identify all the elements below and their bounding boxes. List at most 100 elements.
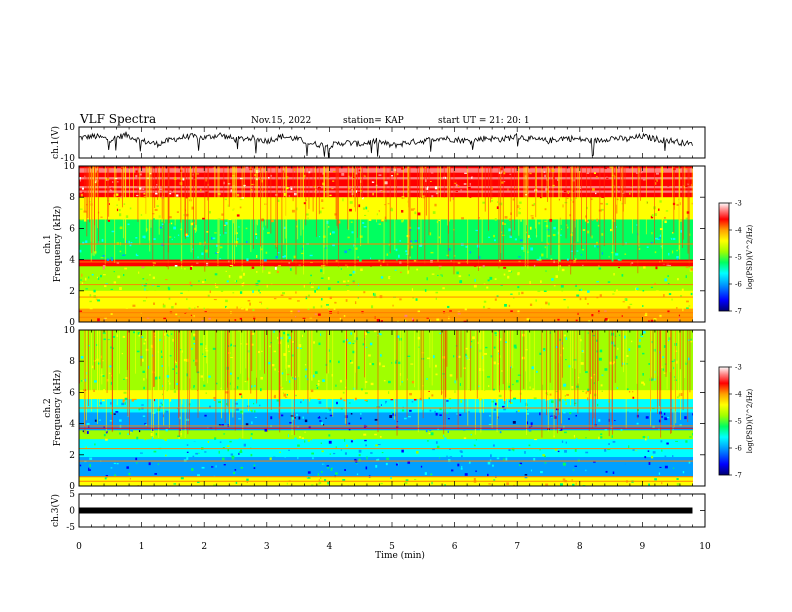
s2-streak: [680, 330, 681, 420]
s1-speckle: [576, 294, 580, 297]
s2-speckle: [470, 340, 473, 343]
s2-streak: [533, 330, 535, 390]
s1-speckle: [438, 219, 441, 222]
s2-speckle: [493, 388, 495, 391]
s2-speckle: [642, 331, 646, 334]
s2-speckle: [534, 468, 537, 470]
s2-speckle: [564, 450, 567, 453]
s1-band: [79, 261, 693, 265]
s2-speckle: [191, 348, 193, 350]
s2-speckle: [145, 348, 149, 351]
s1-speckle: [465, 245, 468, 248]
s2-speckle: [601, 462, 604, 464]
s2-speckle: [658, 419, 661, 423]
s2-speckle: [473, 477, 476, 481]
s1-speckle: [127, 278, 130, 281]
s1-speckle: [365, 206, 368, 210]
x-tick-label: 2: [201, 542, 207, 552]
s2-speckle: [203, 384, 206, 387]
s1-speckle: [429, 232, 432, 236]
s2-streak: [153, 330, 154, 388]
s1-speckle: [223, 224, 227, 226]
s1-speckle: [96, 303, 98, 306]
s1-speckle: [405, 268, 408, 272]
s2-speckle: [260, 376, 264, 380]
s2-speckle: [214, 437, 217, 440]
s2-speckle: [374, 483, 378, 485]
s2-speckle: [281, 387, 284, 389]
s2-speckle: [663, 412, 666, 416]
s2-speckle: [645, 416, 649, 419]
s1-streak: [87, 166, 89, 219]
s1-speckle: [190, 265, 193, 268]
s2-speckle: [446, 400, 449, 402]
s2-speckle: [685, 361, 687, 364]
s1-speckle: [305, 296, 308, 300]
s2-speckle: [288, 350, 290, 353]
station-label: station= KAP: [343, 116, 404, 126]
s2-speckle: [460, 468, 463, 470]
s1-speckle: [434, 203, 437, 207]
s2-speckle: [97, 362, 101, 365]
s1-speckle: [535, 237, 537, 240]
s2-streak: [506, 330, 508, 409]
s2-speckle: [179, 446, 182, 448]
s2-speckle: [563, 383, 567, 387]
s2-speckle: [528, 444, 531, 447]
s2-streak: [549, 330, 551, 383]
s1-speckle: [154, 270, 158, 272]
s1-speckle: [604, 166, 607, 170]
s2-speckle: [601, 445, 603, 449]
s1-band: [79, 252, 693, 256]
s1-speckle: [397, 289, 400, 291]
s1-speckle: [245, 307, 248, 311]
s1-speckle: [251, 183, 255, 186]
s2-streak: [259, 330, 261, 371]
s1-speckle: [389, 276, 392, 279]
s2-band: [79, 421, 693, 425]
s1-speckle: [164, 293, 167, 296]
s1-speckle: [194, 307, 196, 309]
s2-speckle: [487, 473, 489, 477]
s1-speckle: [520, 312, 523, 315]
s1-speckle: [127, 251, 131, 253]
s2-speckle: [307, 439, 310, 442]
s2-streak: [497, 330, 499, 419]
s2-speckle: [371, 404, 374, 407]
s2-speckle: [464, 332, 468, 336]
s2-speckle: [506, 482, 509, 485]
s2-speckle: [204, 457, 208, 460]
s2-speckle: [536, 468, 540, 470]
s1-speckle: [392, 304, 394, 307]
s2-speckle: [409, 409, 412, 412]
s1-speckle: [290, 268, 292, 271]
s2-speckle: [685, 402, 687, 406]
s2-streak: [245, 330, 247, 369]
s2-speckle: [273, 330, 275, 333]
s1-speckle: [303, 174, 306, 178]
s1-streak: [318, 166, 320, 215]
s2-speckle: [350, 360, 352, 363]
s2-streak: [86, 330, 87, 421]
s2-speckle: [430, 472, 432, 474]
s2-band: [79, 423, 693, 427]
s2-speckle: [477, 341, 479, 345]
s1-speckle: [399, 271, 402, 274]
s2-speckle: [321, 424, 325, 426]
s2-speckle: [268, 477, 270, 480]
s1-speckle: [685, 168, 688, 170]
s1-streak: [502, 166, 504, 260]
s2-speckle: [562, 347, 564, 350]
s1-speckle: [256, 208, 258, 212]
s1-streak: [523, 166, 525, 252]
s1-speckle: [378, 201, 380, 204]
s1-speckle: [504, 216, 508, 219]
s1-speckle: [228, 217, 232, 221]
s1-colorbar-tick-label: -7: [735, 308, 742, 316]
s1-speckle: [101, 238, 104, 242]
s1-speckle: [170, 222, 173, 225]
s1-streak: [491, 166, 493, 199]
s1-speckle: [412, 319, 415, 322]
s1-speckle: [601, 195, 605, 198]
s1-speckle: [212, 300, 215, 302]
